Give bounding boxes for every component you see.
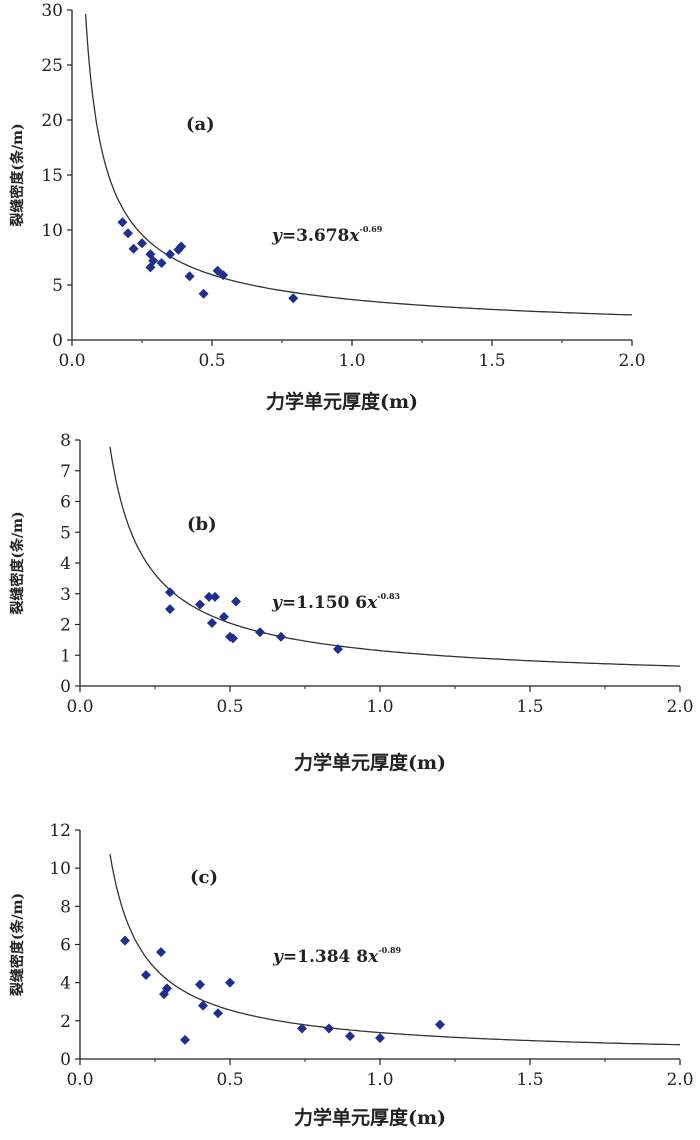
y-tick-label: 6 [60, 493, 71, 513]
x-tick-label: 2.0 [666, 697, 693, 717]
data-point [117, 217, 128, 228]
data-point [176, 241, 187, 252]
data-point [218, 270, 229, 281]
data-point [231, 596, 241, 607]
data-point [198, 288, 209, 299]
x-tick-label: 0.5 [216, 697, 243, 717]
chart-panel-b: 0.0 0.5 1.0 1.5 2.0 0 1 2 3 4 5 6 7 8 裂缝密度(条/m) 力学单元厚度(… [9, 431, 694, 774]
data-point [137, 238, 147, 249]
y-tick-label: 0 [60, 1050, 71, 1070]
x-tick-label: 1.0 [366, 1070, 393, 1090]
chart-panel-c: 0.0 0.5 1.0 1.5 2.0 0 2 4 6 8 10 12 裂缝密度(条/m) 力学单元厚度(… [9, 821, 694, 1129]
fit-curve [109, 853, 681, 1046]
data-point [165, 249, 175, 260]
x-axis-label: 力学单元厚度(m) [294, 1106, 446, 1129]
data-point [204, 591, 214, 602]
data-point [435, 1019, 445, 1030]
data-point [207, 617, 217, 628]
data-point [165, 604, 175, 615]
y-tick-label: 6 [60, 936, 71, 956]
y-axis-label: 裂缝密度(条/m) [9, 511, 26, 615]
y-tick-label: 2 [60, 616, 71, 636]
y-tick-label: 0 [60, 677, 71, 697]
y-tick-label: 10 [41, 221, 63, 241]
y-tick-label: 8 [60, 431, 71, 451]
y-tick-label: 0 [52, 331, 63, 351]
x-tick-label: 1.5 [516, 697, 543, 717]
data-point [297, 1023, 307, 1034]
fit-curve [84, 14, 633, 316]
data-point [333, 644, 343, 655]
y-tick-label: 5 [60, 523, 71, 543]
x-tick-label: 0.0 [66, 697, 93, 717]
y-tick-label: 7 [60, 462, 71, 482]
data-point [255, 627, 265, 638]
y-tick-label: 30 [41, 1, 63, 21]
y-axis-label: 裂缝密度(条/m) [9, 123, 26, 227]
y-tick-label: 12 [49, 821, 71, 841]
x-tick-label: 1.0 [366, 697, 393, 717]
data-point [162, 983, 172, 994]
x-tick-label: 0.0 [66, 1070, 93, 1090]
data-point [128, 243, 139, 254]
y-tick-label: 8 [60, 897, 71, 917]
y-tick-label: 15 [41, 166, 63, 186]
x-tick-label: 1.0 [338, 351, 365, 371]
fit-equation: y=1.150 6x-0.83 [271, 591, 401, 613]
data-point [210, 591, 220, 602]
panel-label: (b) [187, 514, 217, 535]
y-tick-label: 4 [60, 974, 71, 994]
data-point [375, 1033, 385, 1044]
x-tick-label: 0.5 [198, 351, 225, 371]
x-tick-label: 0.5 [216, 1070, 243, 1090]
x-tick-label: 0.0 [58, 351, 85, 371]
y-tick-label: 1 [60, 646, 71, 666]
y-tick-label: 10 [49, 859, 71, 879]
data-point [156, 258, 167, 268]
data-point [324, 1023, 334, 1034]
y-tick-label: 5 [52, 276, 63, 296]
y-tick-label: 4 [60, 554, 71, 574]
data-point [219, 611, 229, 622]
data-point [213, 1008, 223, 1019]
y-tick-label: 2 [60, 1012, 71, 1032]
x-axis-label: 力学单元厚度(m) [266, 390, 418, 413]
fit-curve [109, 446, 681, 667]
x-tick-label: 1.5 [516, 1070, 543, 1090]
data-point [288, 293, 299, 304]
fit-equation: y=1.384 8x-0.89 [272, 945, 402, 967]
data-point [123, 228, 133, 239]
y-tick-label: 25 [41, 56, 63, 76]
data-point [225, 977, 235, 988]
x-tick-label: 2.0 [618, 351, 645, 371]
data-point [198, 1000, 208, 1011]
data-point [141, 970, 151, 981]
y-tick-label: 20 [41, 111, 63, 131]
data-point [195, 979, 205, 990]
data-point [145, 249, 156, 260]
data-point [195, 599, 205, 610]
fit-equation: y=3.678x-0.69 [271, 224, 383, 246]
data-point [184, 271, 195, 282]
data-point [180, 1034, 190, 1045]
data-point [276, 631, 286, 642]
x-tick-label: 1.5 [478, 351, 505, 371]
chart-panel-a: 0.0 0.5 1.0 1.5 2.0 0 5 10 15 20 25 30 裂缝密度(条/m) 力学单元… [9, 1, 646, 413]
data-point [148, 255, 159, 266]
x-tick-label: 2.0 [666, 1070, 693, 1090]
x-axis-label: 力学单元厚度(m) [294, 751, 446, 774]
data-point [165, 587, 175, 598]
data-point [156, 947, 166, 958]
data-point [228, 633, 238, 644]
y-tick-label: 3 [60, 585, 71, 605]
panel-label: (c) [190, 867, 218, 888]
data-point [345, 1031, 355, 1042]
panel-label: (a) [186, 114, 215, 135]
y-axis-label: 裂缝密度(条/m) [9, 893, 26, 997]
data-point [120, 935, 130, 946]
